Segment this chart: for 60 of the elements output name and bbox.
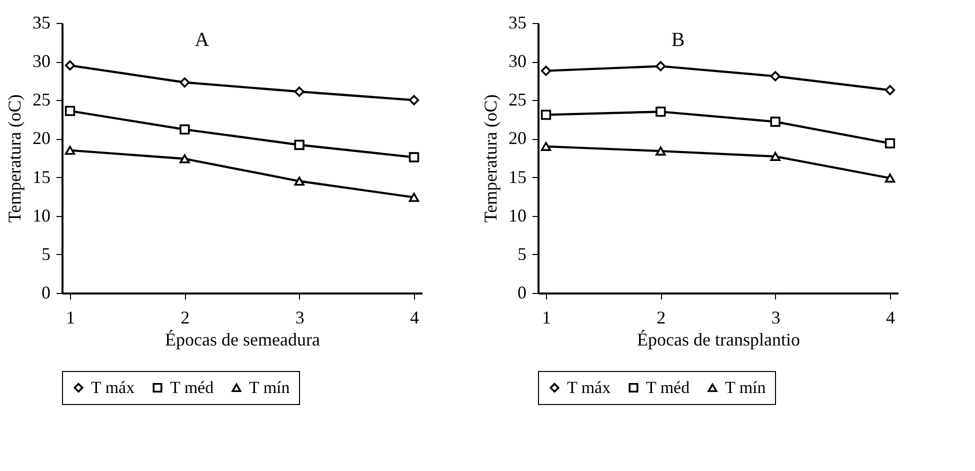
legend-label: T mín bbox=[249, 378, 290, 397]
y-tick-label: 30 bbox=[32, 51, 50, 72]
x-tick-label: 1 bbox=[66, 308, 75, 328]
point bbox=[884, 138, 896, 148]
point bbox=[180, 124, 190, 135]
point bbox=[540, 142, 552, 151]
chart-title: A bbox=[194, 29, 210, 51]
y-axis-title: Temperatura (oC) bbox=[480, 94, 500, 223]
y-tick-label: 35 bbox=[32, 12, 50, 32]
point bbox=[64, 60, 76, 71]
point bbox=[294, 86, 304, 97]
x-tick-label: 4 bbox=[410, 308, 419, 328]
point bbox=[656, 146, 666, 156]
x-tick-label: 2 bbox=[656, 308, 666, 328]
y-tick-label: 0 bbox=[518, 282, 526, 302]
point bbox=[294, 140, 304, 150]
y-axis-title: Temperatura (oC) bbox=[4, 94, 24, 223]
point bbox=[408, 152, 420, 162]
chart-title: B bbox=[671, 29, 685, 51]
y-tick-label: 10 bbox=[508, 205, 526, 226]
y-tick-label: 15 bbox=[508, 166, 526, 187]
x-tick-label: 1 bbox=[542, 308, 551, 328]
point bbox=[656, 61, 666, 72]
point bbox=[770, 71, 780, 82]
x-axis-title: Épocas de transplantio bbox=[637, 330, 800, 350]
point bbox=[180, 77, 190, 88]
legend-label: T mín bbox=[725, 378, 766, 397]
point bbox=[180, 154, 190, 164]
y-tick-label: 5 bbox=[518, 244, 526, 264]
point bbox=[64, 106, 76, 116]
x-axis-title: Épocas de semeadura bbox=[165, 330, 320, 350]
point bbox=[294, 176, 304, 186]
point bbox=[408, 192, 420, 202]
point bbox=[64, 146, 76, 155]
legend-label: T máx bbox=[567, 378, 612, 397]
y-tick-label: 10 bbox=[32, 205, 50, 226]
point bbox=[884, 85, 896, 96]
point bbox=[408, 95, 420, 106]
point bbox=[540, 110, 552, 120]
point bbox=[656, 106, 666, 117]
y-tick-label: 20 bbox=[32, 128, 50, 148]
point bbox=[770, 116, 780, 127]
y-tick-label: 25 bbox=[32, 90, 50, 110]
x-tick-label: 4 bbox=[886, 308, 895, 328]
y-tick-label: 0 bbox=[42, 282, 50, 302]
y-tick-label: 30 bbox=[508, 51, 526, 72]
x-tick-label: 2 bbox=[180, 308, 190, 328]
point bbox=[770, 152, 780, 161]
point bbox=[540, 66, 552, 76]
y-tick-label: 35 bbox=[508, 12, 526, 32]
y-tick-label: 25 bbox=[508, 90, 526, 110]
y-tick-label: 5 bbox=[42, 244, 50, 264]
legend-label: T méd bbox=[646, 378, 690, 397]
x-tick-label: 3 bbox=[771, 308, 780, 328]
point bbox=[884, 174, 896, 183]
legend-label: T máx bbox=[91, 378, 136, 397]
y-tick-label: 15 bbox=[32, 166, 50, 187]
y-tick-label: 20 bbox=[508, 128, 526, 148]
x-tick-label: 3 bbox=[295, 308, 304, 328]
legend-label: T méd bbox=[170, 378, 214, 397]
